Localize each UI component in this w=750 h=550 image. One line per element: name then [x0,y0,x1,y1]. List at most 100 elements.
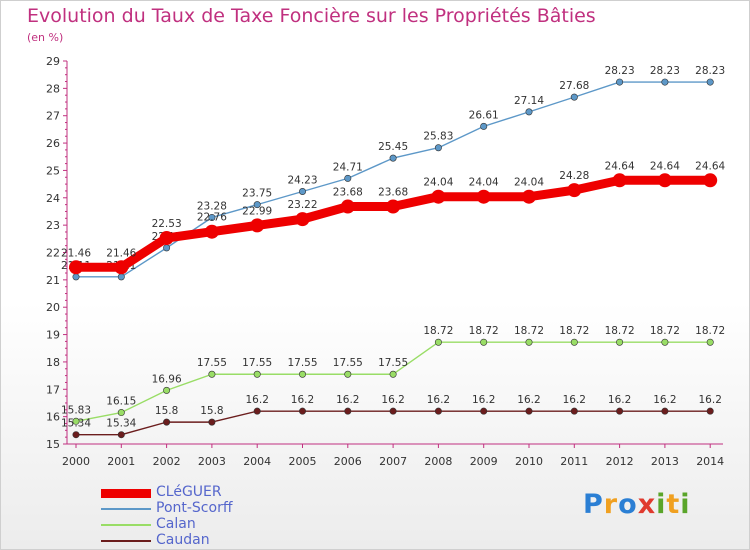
data-point-pont-scorff [117,273,125,281]
data-point-cleguer [340,199,355,214]
data-point-calan [298,370,306,378]
data-point-pont-scorff [344,174,352,182]
data-label-pont-scorff: 23.75 [242,188,272,200]
data-label-calan: 18.72 [559,325,589,337]
data-point-pont-scorff [570,93,578,101]
legend-item-caudan: Caudan [101,532,301,549]
data-point-calan [480,338,488,346]
data-point-caudan [163,418,171,426]
data-point-cleguer [250,218,265,233]
x-tick-label: 2004 [243,455,271,468]
legend-label-caudan: Caudan [156,532,210,548]
data-point-caudan [661,407,669,415]
data-point-caudan [616,407,624,415]
data-point-caudan [434,407,442,415]
data-label-calan: 17.55 [333,357,363,369]
data-label-calan: 17.55 [242,357,272,369]
data-point-calan [706,338,714,346]
data-label-pont-scorff: 28.23 [695,65,725,77]
data-label-cleguer: 24.04 [514,177,544,189]
data-point-caudan [706,407,714,415]
y-tick-label: 16 [46,411,60,424]
y-tick-label: 19 [46,329,60,342]
x-tick-label: 2003 [198,455,226,468]
data-point-caudan [72,431,80,439]
data-label-cleguer: 21.46 [106,247,136,259]
data-label-caudan: 16.2 [563,394,586,406]
legend-swatch-cleguer [101,489,151,498]
x-tick-label: 2010 [515,455,543,468]
chart-legend: CLéGUER Pont-Scorff Calan Caudan [101,484,301,549]
data-point-caudan [570,407,578,415]
data-point-cleguer [204,224,219,239]
data-label-calan: 15.83 [61,404,91,416]
data-label-caudan: 16.2 [653,394,676,406]
legend-swatch-caudan [101,540,151,542]
data-label-cleguer: 24.04 [423,177,453,189]
data-point-caudan [117,431,125,439]
data-point-caudan [253,407,261,415]
legend-swatch-calan [101,524,151,526]
data-point-calan [208,370,216,378]
data-point-pont-scorff [480,122,488,130]
data-label-caudan: 16.2 [246,394,269,406]
data-label-caudan: 16.2 [427,394,450,406]
y-tick-label: 21 [46,274,60,287]
data-point-cleguer [159,231,174,246]
x-tick-label: 2005 [289,455,317,468]
data-point-pont-scorff [253,201,261,209]
y-tick-label: 22 [46,247,60,260]
y-tick-label: 20 [46,301,60,314]
data-point-calan [434,338,442,346]
data-point-cleguer [522,189,536,204]
data-point-cleguer [703,173,718,188]
y-tick-label: 18 [46,356,60,369]
x-tick-label: 2012 [606,455,634,468]
y-tick-label: 25 [46,164,60,177]
data-label-calan: 16.96 [152,373,182,385]
data-point-pont-scorff [389,154,397,162]
data-point-calan [525,338,533,346]
data-point-pont-scorff [661,78,669,86]
data-point-cleguer [69,260,83,275]
data-label-cleguer: 23.68 [333,187,363,199]
x-tick-label: 2014 [696,455,724,468]
data-point-calan [253,370,261,378]
data-point-pont-scorff [298,187,306,195]
data-point-cleguer [386,199,401,214]
x-tick-label: 2002 [153,455,181,468]
x-tick-label: 2000 [62,455,90,468]
data-label-calan: 18.72 [469,325,499,337]
data-label-caudan: 16.2 [336,394,359,406]
data-point-cleguer [612,173,627,188]
legend-swatch-pont-scorff [101,508,151,510]
data-point-cleguer [567,183,582,198]
data-point-cleguer [657,173,672,188]
legend-item-calan: Calan [101,516,301,533]
y-tick-label: 28 [46,82,60,95]
legend-item-pont-scorff: Pont-Scorff [101,500,301,517]
data-label-calan: 18.72 [695,325,725,337]
data-point-calan [72,417,80,425]
data-point-cleguer [295,212,310,227]
x-tick-label: 2013 [651,455,679,468]
y-tick-label: 27 [46,110,60,123]
data-point-calan [616,338,624,346]
data-label-pont-scorff: 27.14 [514,95,544,107]
x-tick-label: 2009 [470,455,498,468]
data-point-caudan [525,407,533,415]
data-label-calan: 17.55 [287,357,317,369]
legend-label-pont-scorff: Pont-Scorff [156,500,233,516]
data-point-caudan [344,407,352,415]
data-point-calan [661,338,669,346]
chart-title: Evolution du Taux de Taxe Foncière sur l… [27,5,596,27]
proxiti-logo: Proxiti [583,489,691,520]
data-point-cleguer [114,260,129,275]
data-point-pont-scorff [72,273,80,281]
legend-label-calan: Calan [156,516,196,532]
x-tick-label: 2008 [424,455,452,468]
data-point-pont-scorff [208,213,216,221]
data-label-pont-scorff: 23.28 [197,200,227,212]
